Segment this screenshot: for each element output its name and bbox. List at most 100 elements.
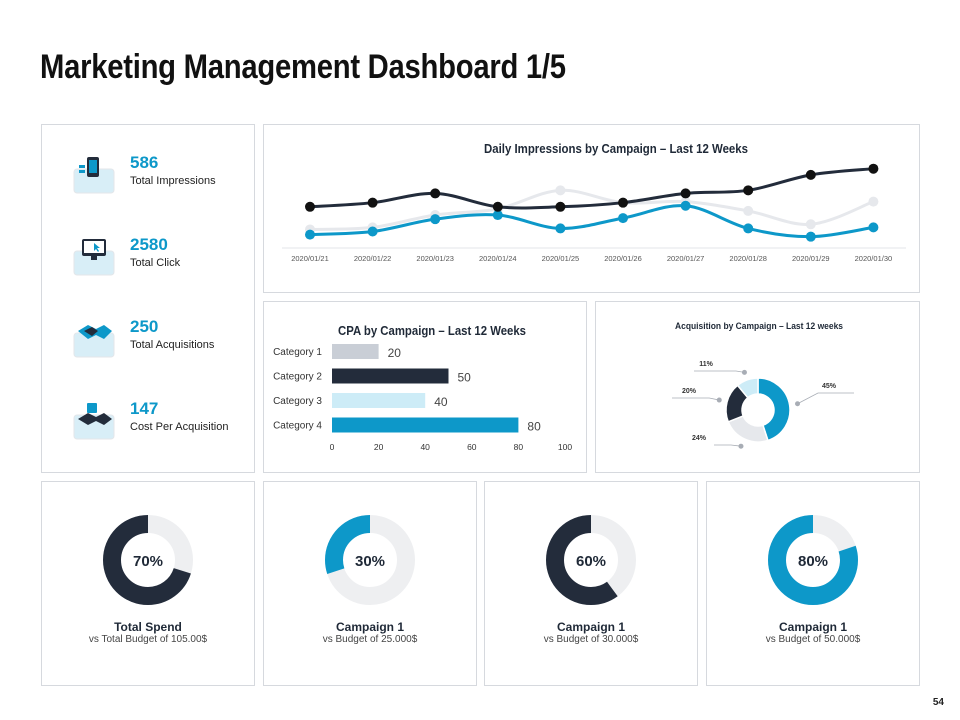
slice-label: 20% [682, 388, 697, 395]
bar [332, 417, 519, 433]
data-point [868, 196, 879, 207]
x-tick-label: 2020/01/22 [354, 254, 392, 263]
kpi-value: 250 [130, 317, 159, 336]
series-line [309, 167, 874, 210]
data-point [305, 201, 315, 212]
x-tick-label: 0 [330, 442, 335, 452]
data-point [743, 205, 754, 216]
bar [332, 344, 379, 359]
data-point [492, 201, 503, 212]
money-hand-icon [73, 403, 115, 440]
page-title: Marketing Management Dashboard 1/5 [40, 48, 566, 86]
x-tick-label: 60 [467, 442, 477, 452]
campaign-gauge [546, 515, 636, 605]
gauge-fill [103, 515, 193, 605]
x-tick-label: 2020/01/28 [729, 254, 767, 263]
leader-line [797, 392, 854, 405]
gauge-percent: 80% [797, 553, 829, 570]
donut-slice [736, 377, 759, 399]
slice-label: 45% [822, 383, 837, 390]
gauge-percent: 30% [354, 553, 386, 570]
data-point [555, 223, 566, 234]
x-tick-label: 2020/01/30 [855, 254, 893, 263]
category-label: Category 1 [273, 347, 322, 358]
bar-chart: CPA by Campaign – Last 12 Weeks Category … [273, 323, 572, 452]
campaign-gauge [768, 515, 858, 605]
slice-label: 11% [699, 361, 713, 368]
gauge-subtitle: vs Budget of 30.000$ [543, 634, 639, 645]
gauge-title: Campaign 1 [556, 620, 625, 634]
gauge-fill [768, 515, 858, 605]
x-tick-label: 20 [374, 442, 384, 452]
x-tick-label: 2020/01/26 [604, 254, 642, 263]
acquisition-donut-chart: Acquisition by Campaign – Last 12 weeks 4… [672, 321, 854, 449]
gauge-percent: 70% [132, 553, 164, 570]
data-point [430, 214, 441, 225]
data-point [805, 231, 816, 242]
kpi-label: Total Acquisitions [130, 339, 215, 351]
gauge-title: Total Spend [114, 620, 182, 634]
category-label: Category 4 [273, 421, 322, 432]
kpi-label: Cost Per Acquisition [130, 421, 229, 433]
data-point [805, 219, 816, 230]
bar [332, 368, 449, 384]
gauge-fill [325, 515, 415, 605]
data-point [618, 197, 628, 208]
data-point [680, 188, 691, 199]
chart-title: CPA by Campaign – Last 12 Weeks [338, 323, 526, 338]
series-line [309, 204, 874, 239]
gauge-percent: 60% [575, 553, 607, 570]
data-point [680, 200, 691, 211]
data-point [492, 210, 503, 221]
slice-label: 24% [692, 435, 707, 442]
data-point [868, 163, 879, 174]
data-point [367, 226, 378, 237]
line-chart-panel: Daily Impressions by Campaign – Last 12 … [263, 124, 920, 293]
handshake-icon [73, 325, 115, 358]
impressions-icon [73, 157, 115, 194]
campaign-gauge [325, 515, 415, 605]
bar-chart-panel: CPA by Campaign – Last 12 Weeks Category … [263, 301, 587, 473]
gauge-panel-campaign-1a: 30% Campaign 1 vs Budget of 25.000$ [263, 481, 477, 686]
gauge-title: Campaign 1 [335, 620, 404, 634]
x-tick-label: 2020/01/21 [291, 254, 329, 263]
bar [332, 393, 426, 408]
data-point [430, 188, 441, 199]
leader-line [694, 370, 745, 373]
total-spend-gauge [103, 515, 193, 605]
gauge-fill [546, 515, 636, 605]
monitor-click-icon [73, 239, 115, 276]
data-point [305, 229, 315, 240]
donut-slice [757, 377, 791, 442]
kpi-label: Total Impressions [130, 175, 216, 187]
gauge-panel-campaign-1b: 60% Campaign 1 vs Budget of 30.000$ [484, 481, 698, 686]
gauge-subtitle: vs Total Budget of 105.00$ [88, 634, 208, 645]
data-point [805, 169, 816, 180]
x-tick-label: 2020/01/24 [479, 254, 517, 263]
kpi-value: 2580 [130, 235, 168, 254]
data-point [555, 201, 566, 212]
category-label: Category 2 [273, 372, 322, 383]
data-label: 50 [458, 371, 472, 385]
kpi-label: Total Click [130, 257, 181, 269]
donut-chart-panel: Acquisition by Campaign – Last 12 weeks 4… [595, 301, 920, 473]
data-point [868, 222, 879, 233]
x-tick-label: 100 [558, 442, 572, 452]
chart-title: Acquisition by Campaign – Last 12 weeks [675, 321, 843, 331]
page-number: 54 [932, 697, 944, 708]
x-tick-label: 2020/01/27 [667, 254, 705, 263]
leader-dot [741, 369, 747, 375]
x-tick-label: 2020/01/29 [792, 254, 830, 263]
leader-line [714, 444, 742, 447]
line-chart: Daily Impressions by Campaign – Last 12 … [282, 141, 906, 263]
data-point [555, 185, 566, 196]
gauge-subtitle: vs Budget of 50.000$ [765, 634, 861, 645]
gauge-title: Campaign 1 [778, 620, 847, 634]
kpi-panel: 586 Total Impressions 2580 Total Click 2… [41, 124, 255, 473]
category-label: Category 3 [273, 396, 322, 407]
gauge-panel-campaign-1c: 80% Campaign 1 vs Budget of 50.000$ [706, 481, 920, 686]
x-tick-label: 80 [514, 442, 524, 452]
data-label: 20 [388, 346, 402, 360]
x-tick-label: 40 [420, 442, 430, 452]
data-point [743, 185, 754, 196]
